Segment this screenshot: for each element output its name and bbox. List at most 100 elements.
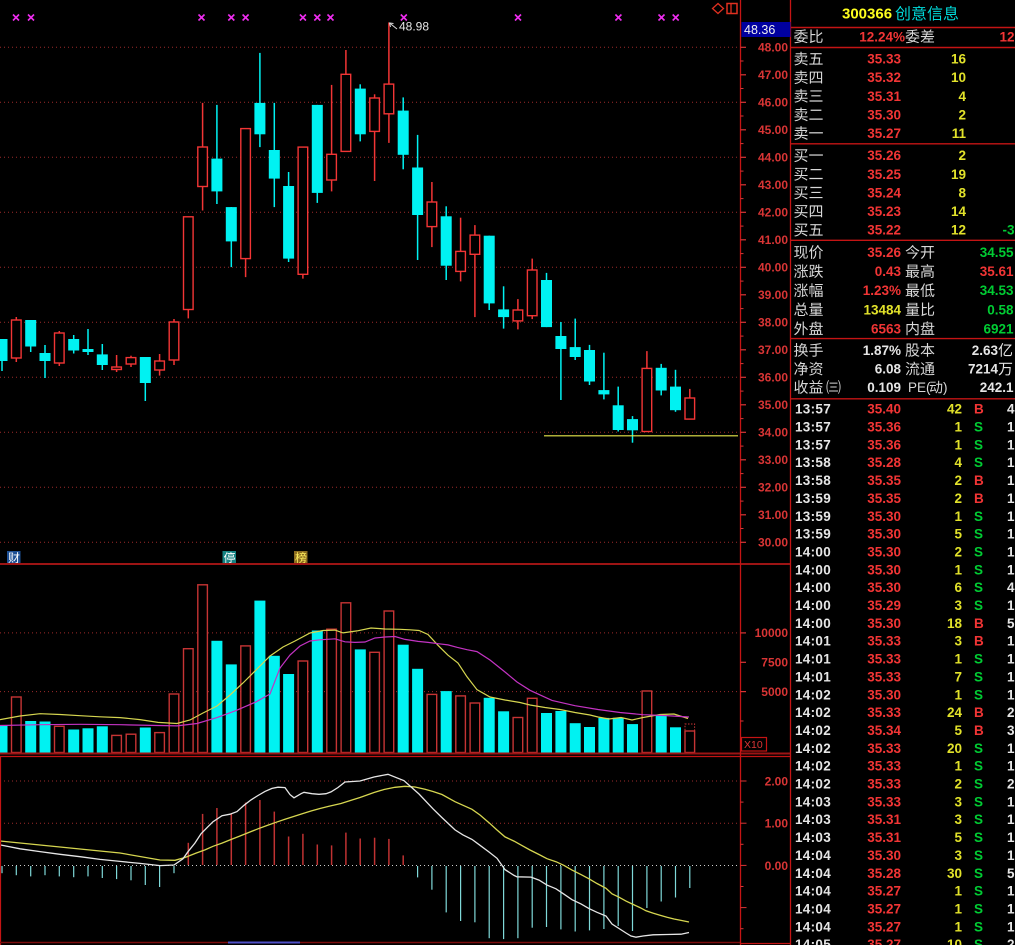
svg-text:14:04: 14:04 (795, 848, 831, 863)
svg-text:46.00: 46.00 (758, 96, 788, 110)
svg-text:35.00: 35.00 (758, 398, 788, 412)
svg-text:35.30: 35.30 (867, 544, 901, 559)
svg-text:S: S (974, 937, 983, 945)
svg-text:14:04: 14:04 (795, 901, 831, 916)
svg-text:14:00: 14:00 (795, 598, 831, 613)
svg-text:1.00: 1.00 (765, 816, 789, 830)
svg-text:X10: X10 (744, 739, 763, 751)
svg-text:4: 4 (1007, 402, 1015, 417)
svg-text:1: 1 (1007, 455, 1015, 470)
svg-text:B: B (974, 473, 984, 488)
svg-text:14:04: 14:04 (795, 884, 831, 899)
svg-text:1: 1 (954, 884, 962, 899)
svg-text:32.00: 32.00 (758, 481, 788, 495)
svg-text:4: 4 (958, 89, 966, 104)
svg-text:13484: 13484 (863, 302, 901, 317)
svg-text:40.00: 40.00 (758, 261, 788, 275)
svg-text:S: S (974, 794, 983, 809)
svg-text:35.61: 35.61 (980, 264, 1014, 279)
svg-text:38.00: 38.00 (758, 316, 788, 330)
svg-text:35.31: 35.31 (867, 89, 901, 104)
svg-text:1: 1 (1007, 652, 1015, 667)
svg-text:1: 1 (1007, 687, 1015, 702)
svg-text:2.00: 2.00 (765, 774, 789, 788)
svg-text:1: 1 (954, 420, 962, 435)
svg-text:1.23%: 1.23% (863, 283, 901, 298)
svg-text:35.30: 35.30 (867, 527, 901, 542)
svg-text:14:01: 14:01 (795, 634, 831, 649)
svg-text:3: 3 (1007, 723, 1015, 738)
svg-text:4: 4 (954, 455, 962, 470)
svg-text:S: S (974, 919, 983, 934)
svg-text:S: S (974, 812, 983, 827)
svg-text:14:00: 14:00 (795, 616, 831, 631)
svg-text:35.31: 35.31 (867, 812, 901, 827)
svg-text:35.27: 35.27 (867, 937, 901, 945)
svg-text:35.35: 35.35 (867, 473, 901, 488)
svg-text:35.40: 35.40 (867, 402, 901, 417)
svg-text:20: 20 (947, 741, 962, 756)
svg-text:B: B (974, 705, 984, 720)
svg-text:35.33: 35.33 (867, 794, 901, 809)
svg-text:S: S (974, 509, 983, 524)
svg-text:35.33: 35.33 (867, 652, 901, 667)
svg-text:1: 1 (954, 687, 962, 702)
svg-text:3: 3 (954, 794, 962, 809)
svg-text:PE(: PE( (908, 380, 931, 395)
svg-text:1: 1 (1007, 509, 1015, 524)
svg-text:S: S (974, 652, 983, 667)
svg-text:35.28: 35.28 (867, 866, 901, 881)
svg-text:30: 30 (947, 866, 962, 881)
svg-text:35.30: 35.30 (867, 562, 901, 577)
svg-text:S: S (974, 598, 983, 613)
svg-text:1: 1 (954, 437, 962, 452)
svg-text:35.33: 35.33 (867, 705, 901, 720)
svg-text:35.30: 35.30 (867, 107, 901, 122)
svg-text:13:58: 13:58 (795, 473, 831, 488)
svg-text:3: 3 (954, 812, 962, 827)
svg-text:7: 7 (954, 669, 962, 684)
svg-text:14:02: 14:02 (795, 687, 831, 702)
svg-text:S: S (974, 830, 983, 845)
svg-text:35.33: 35.33 (867, 634, 901, 649)
svg-text:1: 1 (1007, 830, 1015, 845)
svg-text:13:59: 13:59 (795, 509, 831, 524)
svg-text:): ) (943, 380, 948, 395)
svg-text:5: 5 (1007, 866, 1015, 881)
svg-text:13:57: 13:57 (795, 420, 831, 435)
svg-text:S: S (974, 848, 983, 863)
svg-text:48.98: 48.98 (399, 19, 429, 33)
svg-text:13:58: 13:58 (795, 455, 831, 470)
svg-text:10: 10 (947, 937, 962, 945)
svg-text:35.26: 35.26 (867, 245, 901, 260)
svg-text:1: 1 (1007, 527, 1015, 542)
svg-text:1: 1 (954, 652, 962, 667)
svg-text:16: 16 (951, 52, 967, 67)
svg-text:35.33: 35.33 (867, 741, 901, 756)
svg-text:14:02: 14:02 (795, 741, 831, 756)
svg-text:2: 2 (954, 777, 962, 792)
svg-text:S: S (974, 866, 983, 881)
svg-text:14:03: 14:03 (795, 794, 831, 809)
svg-text:30.00: 30.00 (758, 536, 788, 550)
svg-text:5: 5 (954, 527, 962, 542)
svg-text:14: 14 (951, 204, 967, 219)
svg-text:242.1: 242.1 (980, 380, 1014, 395)
svg-text:3: 3 (954, 848, 962, 863)
svg-text:1: 1 (1007, 634, 1015, 649)
svg-text:B: B (974, 402, 984, 417)
svg-text:35.29: 35.29 (867, 598, 901, 613)
svg-text:19: 19 (951, 167, 966, 182)
svg-text:5: 5 (954, 723, 962, 738)
svg-text:0.00: 0.00 (765, 859, 789, 873)
svg-text:14:01: 14:01 (795, 669, 831, 684)
svg-text:13:59: 13:59 (795, 491, 831, 506)
svg-text:42: 42 (947, 402, 962, 417)
svg-text:35.30: 35.30 (867, 616, 901, 631)
svg-text:6563: 6563 (871, 321, 902, 336)
svg-text:13:57: 13:57 (795, 437, 831, 452)
svg-text:36.00: 36.00 (758, 371, 788, 385)
svg-text:3: 3 (954, 598, 962, 613)
svg-text:14:02: 14:02 (795, 777, 831, 792)
svg-text:45.00: 45.00 (758, 123, 788, 137)
